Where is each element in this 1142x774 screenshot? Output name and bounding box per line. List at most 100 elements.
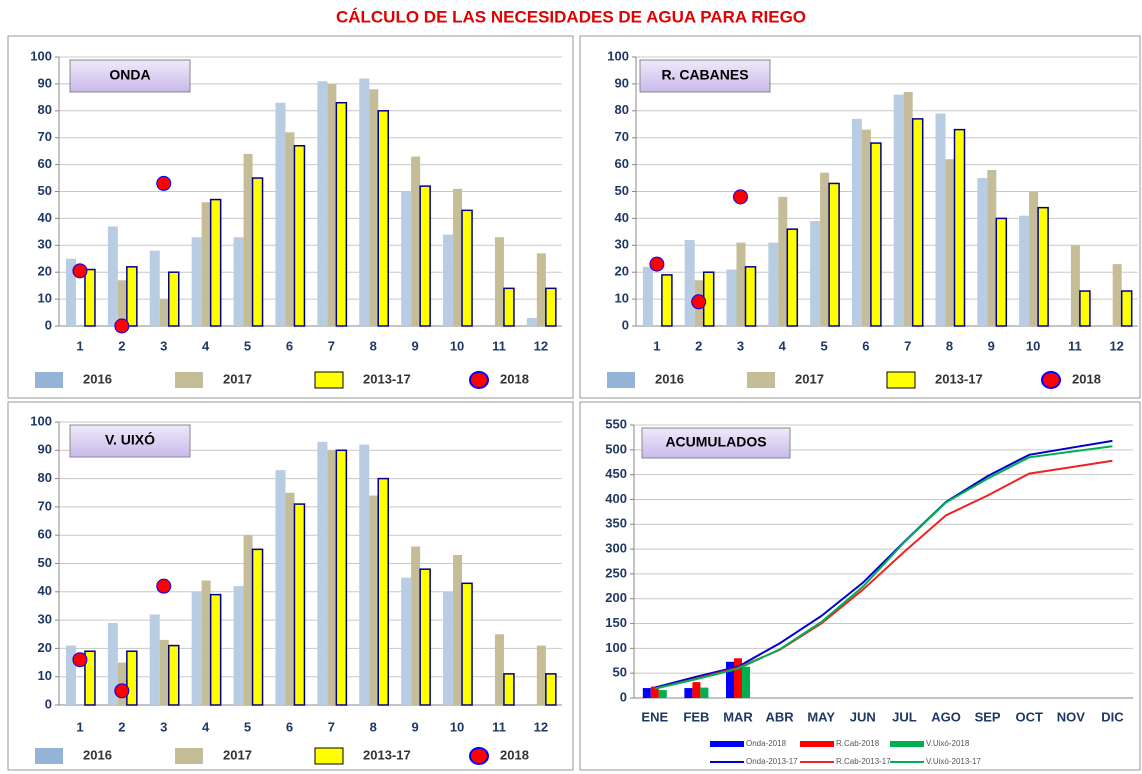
y-tick-label: 0 (622, 317, 629, 332)
y-tick-label: 0 (45, 696, 52, 711)
legend-label: 2016 (655, 371, 684, 386)
bar (201, 580, 211, 705)
bar (545, 673, 557, 706)
bar (684, 688, 693, 698)
bar (726, 661, 734, 698)
legend-swatch (35, 748, 63, 764)
legend-label: 2017 (223, 747, 252, 762)
bar (744, 266, 757, 327)
y-tick-label: 100 (30, 413, 52, 428)
y-tick-label: 70 (38, 129, 52, 144)
bar (851, 118, 862, 327)
bar (335, 101, 348, 327)
x-tick-label: 3 (160, 338, 167, 353)
legend-label: 2018 (500, 371, 529, 386)
legend-label: 2013-17 (935, 371, 983, 386)
bar (945, 159, 955, 326)
y-tick-label: 450 (605, 466, 627, 481)
y-tick-label: 0 (620, 689, 627, 704)
x-tick-label: 7 (328, 719, 335, 734)
bar (461, 209, 473, 327)
bar (1019, 215, 1030, 326)
bar (275, 102, 286, 326)
bar (768, 242, 779, 326)
legend-swatch (469, 371, 489, 389)
legend-label: 2017 (795, 371, 824, 386)
bar (126, 650, 138, 706)
bar (327, 83, 337, 327)
y-tick-label: 30 (38, 237, 52, 252)
bar (987, 169, 997, 326)
bar (251, 548, 264, 706)
y-tick-label: 70 (615, 129, 629, 144)
bar (911, 118, 924, 327)
bar (536, 253, 546, 326)
legend-label: 2016 (83, 747, 112, 762)
legend-swatch (175, 748, 203, 764)
bar (84, 650, 96, 706)
bar (494, 634, 504, 705)
x-tick-label: 4 (779, 338, 787, 353)
x-tick-label: 9 (412, 338, 419, 353)
x-tick-label: 6 (862, 338, 869, 353)
bar (820, 172, 830, 326)
x-tick-label: 8 (370, 719, 377, 734)
bar (335, 449, 348, 706)
x-tick-label: 11 (492, 719, 506, 734)
y-tick-label: 80 (615, 102, 629, 117)
legend-label: V.Uixó-2018 (926, 739, 970, 748)
bar (545, 287, 557, 327)
y-tick-label: 300 (605, 541, 627, 556)
bar (661, 274, 673, 327)
x-tick-label: 11 (492, 338, 506, 353)
y-tick-label: 60 (38, 527, 52, 542)
x-tick-label: 4 (202, 719, 210, 734)
bar (893, 94, 904, 326)
bar (401, 191, 412, 326)
x-tick-label: 5 (820, 338, 827, 353)
x-tick-label: DIC (1101, 709, 1124, 724)
dot-2018 (72, 652, 88, 668)
x-tick-label: 10 (1026, 338, 1040, 353)
y-tick-label: 90 (38, 442, 52, 457)
bar (359, 444, 370, 705)
x-tick-label: 11 (1068, 338, 1082, 353)
bar (642, 266, 653, 326)
bar (65, 258, 76, 326)
x-tick-label: 9 (412, 719, 419, 734)
bar (658, 690, 667, 698)
legend-label: 2016 (83, 371, 112, 386)
legend-label: R.Cab-2018 (836, 739, 880, 748)
x-tick-label: 10 (450, 719, 464, 734)
bar (117, 280, 127, 326)
legend-swatch (314, 747, 344, 765)
dot-2018 (733, 189, 748, 205)
bar (126, 266, 138, 327)
bar (870, 142, 882, 327)
x-tick-label: 12 (1109, 338, 1123, 353)
legend-label: 2017 (223, 371, 252, 386)
bar (275, 470, 286, 705)
bar (536, 645, 546, 705)
bar (149, 614, 160, 705)
bar (377, 110, 389, 327)
x-tick-label: JUL (892, 709, 917, 724)
bar (317, 81, 328, 327)
y-tick-label: 400 (605, 491, 627, 506)
y-tick-label: 200 (605, 590, 627, 605)
y-tick-label: 250 (605, 565, 627, 580)
y-tick-label: 90 (38, 75, 52, 90)
bar (369, 495, 379, 705)
x-tick-label: AGO (931, 709, 961, 724)
y-tick-label: 550 (605, 416, 627, 431)
bar (293, 145, 306, 327)
x-tick-label: 2 (118, 719, 125, 734)
bar (369, 89, 379, 326)
bar (359, 78, 370, 327)
bar (317, 441, 328, 705)
x-tick-label: 10 (450, 338, 464, 353)
bar (734, 658, 742, 698)
x-tick-label: ENE (641, 709, 668, 724)
bar (453, 188, 463, 326)
